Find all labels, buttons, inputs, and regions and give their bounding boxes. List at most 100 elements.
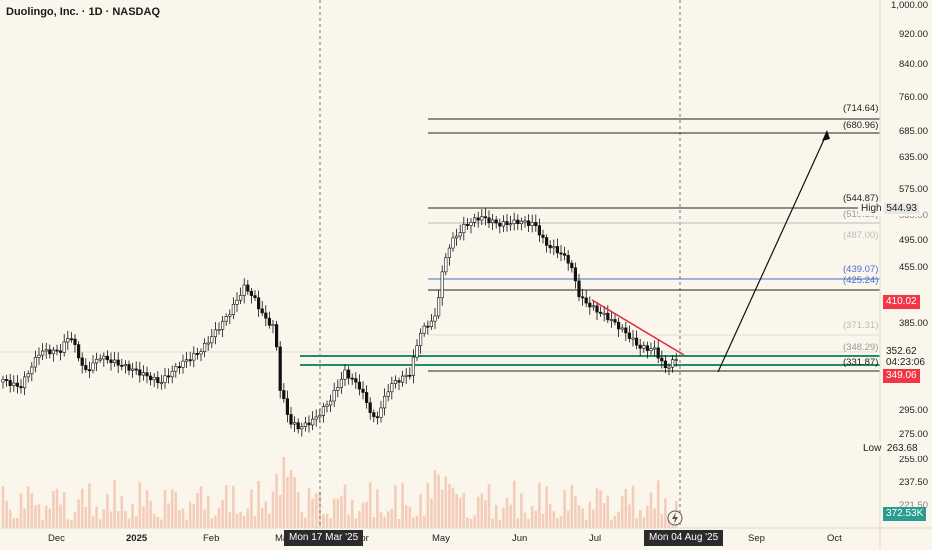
time-tick: Feb: [203, 533, 220, 544]
candle-body: [584, 297, 588, 304]
volume-bar: [332, 498, 336, 528]
candle-body: [73, 338, 77, 345]
volume-bar: [574, 496, 577, 528]
candle-body: [559, 252, 563, 255]
volume-bar: [145, 490, 149, 528]
candle-body: [62, 341, 66, 353]
low-tag: Low 263.68: [860, 442, 921, 456]
candle-body: [346, 369, 351, 379]
volume-bar: [487, 484, 491, 528]
volume-bar: [451, 487, 455, 528]
candle-body: [149, 375, 153, 381]
candle-body: [566, 255, 570, 264]
candle-body: [663, 360, 667, 369]
candle-body: [271, 324, 275, 327]
candle-body: [55, 349, 59, 352]
candle-body: [318, 415, 322, 418]
volume-bar: [595, 488, 599, 528]
time-tick: Jun: [512, 533, 528, 544]
volume-bar: [664, 498, 667, 528]
price-tick: 385.00: [898, 318, 928, 329]
candle-body: [436, 297, 441, 317]
volume-bar: [88, 483, 91, 528]
candle-body: [66, 338, 70, 343]
volume-bar: [552, 511, 556, 528]
volume-bar: [160, 519, 163, 528]
volume-bar: [390, 508, 394, 528]
candle-body: [656, 347, 660, 359]
candle-body: [210, 336, 214, 344]
candle-body: [541, 234, 545, 238]
volume-bar: [192, 503, 196, 528]
volume-bar: [124, 511, 127, 528]
volume-bar: [545, 486, 548, 528]
price-tick: 221.50: [898, 500, 928, 511]
candle-body: [188, 359, 192, 362]
volume-bar: [523, 512, 527, 528]
candle-body: [422, 325, 426, 334]
level-label: (439.07): [843, 264, 879, 275]
time-tick: 2025: [126, 533, 148, 544]
volume-bar: [491, 518, 494, 528]
volume-bar: [84, 507, 88, 528]
volume-bar: [113, 480, 116, 528]
volume-bar: [530, 506, 534, 528]
volume-bar: [379, 512, 383, 528]
low-value: 263.68: [886, 443, 918, 454]
time-tick: Sep: [748, 533, 765, 544]
volume-bar: [502, 507, 505, 528]
volume-bar: [102, 509, 106, 528]
candle-body: [123, 364, 127, 367]
volume-bar: [55, 488, 59, 528]
volume-bar: [278, 494, 282, 528]
volume-bar: [199, 485, 203, 528]
volume-bar: [196, 492, 199, 528]
volume-bar: [149, 500, 152, 528]
candle-body: [418, 332, 423, 347]
volume-bar: [91, 515, 95, 528]
candle-body: [199, 351, 203, 355]
volume-bar: [322, 514, 325, 528]
candle-body: [433, 315, 437, 322]
volume-bar: [653, 508, 656, 528]
candle-body: [570, 262, 574, 269]
candle-body: [84, 365, 88, 370]
volume-bar: [300, 511, 304, 528]
candle-body: [109, 359, 113, 363]
volume-bar: [8, 509, 12, 528]
volume-bar: [386, 511, 390, 528]
volume-bar: [127, 518, 131, 528]
volume-bar: [242, 515, 246, 528]
candle-body: [354, 378, 358, 383]
price-tick: 495.00: [898, 235, 928, 246]
candle-body: [598, 311, 603, 314]
volume-bars: [1, 456, 678, 528]
candle-body: [379, 407, 383, 418]
volume-bar: [458, 497, 462, 528]
volume-bar: [268, 513, 271, 528]
volume-bar: [329, 518, 332, 528]
volume-bar: [412, 517, 415, 528]
volume-bar: [221, 499, 224, 528]
candle-body: [501, 221, 506, 227]
price-tick: 455.00: [898, 262, 928, 273]
price-tick: 255.00: [898, 454, 928, 465]
volume-bar: [394, 485, 397, 528]
candle-body: [48, 349, 52, 355]
volume-tag: 372.53K: [883, 507, 927, 521]
candle-body: [285, 398, 290, 415]
volume-bar: [372, 517, 376, 528]
candle-body: [58, 350, 63, 353]
price-tag-red-top: 410.02: [883, 295, 920, 309]
candle-body: [505, 221, 509, 225]
volume-bar: [293, 477, 296, 528]
volume-bar: [260, 507, 264, 528]
volume-bar: [30, 493, 34, 528]
candle-body: [465, 224, 470, 226]
volume-bar: [444, 476, 448, 528]
candle-body: [15, 382, 20, 387]
candle-body: [667, 366, 671, 369]
level-label: (371.31): [843, 320, 879, 331]
volume-bar: [448, 483, 451, 528]
